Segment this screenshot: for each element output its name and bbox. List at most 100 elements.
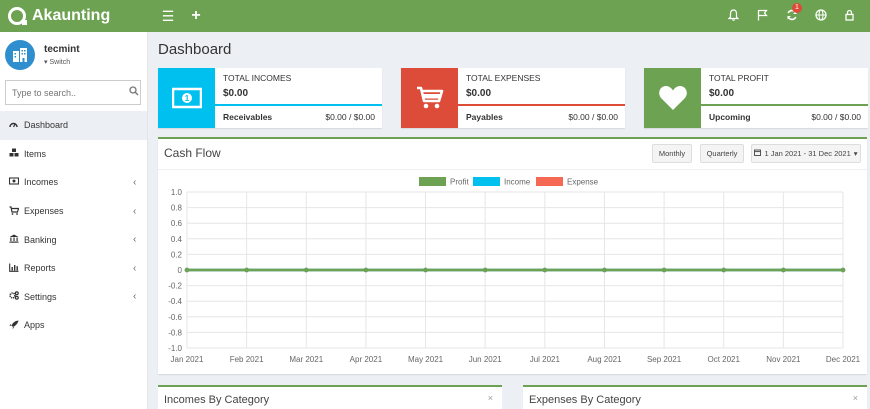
user-panel: tecmint ▾ Switch: [0, 32, 147, 78]
legend-swatch: [473, 177, 500, 186]
y-tick-label: 0.4: [171, 235, 183, 244]
company-avatar[interactable]: [5, 40, 35, 70]
x-tick-label: Apr 2021: [350, 355, 383, 364]
close-icon[interactable]: ×: [852, 393, 858, 403]
sidebar-item-label: Incomes: [24, 177, 59, 188]
expenses-by-category-box: Expenses By Category ×: [523, 385, 867, 409]
page-title: Dashboard: [158, 41, 232, 58]
box-divider: [158, 169, 867, 170]
info-value: $0.00: [466, 88, 492, 99]
box-title: Expenses By Category: [529, 394, 641, 406]
chevron-left-icon: ‹: [133, 234, 137, 246]
sidebar-item-label: Expenses: [24, 206, 64, 217]
x-tick-label: May 2021: [408, 355, 444, 364]
y-tick-label: 0: [178, 266, 183, 275]
sidebar-item-incomes[interactable]: Incomes ‹: [0, 168, 147, 197]
date-range-label: 1 Jan 2021 - 31 Dec 2021: [764, 149, 851, 158]
gears-icon: [9, 291, 24, 302]
menu-icon[interactable]: ☰: [161, 7, 175, 24]
y-tick-label: 1.0: [171, 188, 183, 197]
switch-company-link[interactable]: ▾ Switch: [44, 59, 71, 66]
data-point-profit: [781, 267, 786, 273]
x-tick-label: Nov 2021: [766, 355, 801, 364]
x-tick-label: Aug 2021: [587, 355, 622, 364]
legend-label: Income: [504, 178, 531, 187]
info-foot-value: $0.00 / $0.00: [325, 112, 375, 122]
bell-icon[interactable]: [719, 8, 748, 24]
sidebar-search: [5, 80, 141, 105]
info-box-expenses: TOTAL EXPENSES $0.00 Payables $0.00 / $0…: [401, 68, 625, 128]
data-point-profit: [661, 267, 667, 273]
money-icon: [8, 177, 24, 187]
data-point-profit: [184, 267, 190, 273]
search-input[interactable]: [12, 87, 129, 98]
svg-text:1: 1: [184, 94, 189, 103]
sidebar-item-items[interactable]: Items: [0, 140, 147, 169]
data-point-profit: [423, 267, 428, 273]
x-tick-label: Sep 2021: [647, 355, 682, 364]
info-divider: [701, 104, 868, 106]
x-tick-label: Jan 2021: [171, 355, 204, 364]
akaunting-logo-icon: [8, 7, 27, 25]
y-tick-label: 0.2: [171, 250, 183, 259]
info-box-incomes: 1 TOTAL INCOMES $0.00 Receivables $0.00 …: [158, 68, 382, 128]
top-navbar: Akaunting ☰ + 1: [0, 0, 870, 32]
refresh-icon[interactable]: 1: [777, 2, 806, 24]
sidebar-item-label: Reports: [24, 263, 56, 274]
sidebar: tecmint ▾ Switch DashboardItemsIncomes‹E…: [0, 32, 148, 409]
search-icon[interactable]: [129, 86, 139, 99]
info-label: TOTAL INCOMES: [223, 73, 292, 83]
info-value: $0.00: [709, 88, 735, 99]
sidebar-item-label: Items: [24, 148, 47, 159]
close-icon[interactable]: ×: [487, 393, 493, 403]
sidebar-item-expenses[interactable]: Expenses ‹: [0, 197, 147, 226]
switch-label: Switch: [49, 59, 71, 66]
date-range-button[interactable]: 1 Jan 2021 - 31 Dec 2021 ▾: [751, 144, 861, 163]
sidebar-item-settings[interactable]: Settings ‹: [0, 283, 147, 312]
main-content: Dashboard 1 TOTAL INCOMES $0.00 Receivab…: [148, 32, 870, 409]
sidebar-item-label: Dashboard: [24, 120, 69, 131]
chevron-left-icon: ‹: [133, 291, 137, 303]
cash-flow-chart: 1.0 0.8 0.6 0.4 0.2 0 -0.2 -0.4 -0.6 -0.8 -1.0 Jan …: [168, 177, 861, 364]
cash-flow-title: Cash Flow: [164, 146, 221, 160]
x-tick-label: Dec 2021: [826, 355, 861, 364]
data-point-profit: [840, 267, 846, 273]
sidebar-item-label: Banking: [24, 234, 57, 245]
sidebar-item-label: Apps: [24, 320, 45, 331]
sidebar-item-dashboard[interactable]: Dashboard: [0, 111, 147, 140]
quarterly-button[interactable]: Quarterly: [700, 144, 744, 163]
x-tick-label: Oct 2021: [707, 355, 740, 364]
caret-down-icon: ▾: [853, 149, 858, 158]
x-tick-label: Jul 2021: [530, 355, 561, 364]
data-point-profit: [303, 267, 309, 273]
info-box-profit: TOTAL PROFIT $0.00 Upcoming $0.00 / $0.0…: [644, 68, 868, 128]
legend-swatch: [536, 177, 563, 186]
y-tick-label: -0.8: [168, 328, 182, 337]
legend-label: Expense: [567, 178, 599, 187]
flag-icon[interactable]: [748, 9, 777, 24]
sidebar-item-banking[interactable]: Banking ‹: [0, 225, 147, 254]
incomes-by-category-box: Incomes By Category ×: [158, 385, 502, 409]
sidebar-item-reports[interactable]: Reports ‹: [0, 254, 147, 283]
info-label: TOTAL PROFIT: [709, 73, 769, 83]
y-tick-label: -1.0: [168, 344, 182, 353]
brand[interactable]: Akaunting: [0, 0, 148, 32]
money-icon: 1: [158, 68, 215, 128]
y-tick-label: 0.6: [171, 219, 183, 228]
info-divider: [458, 104, 625, 106]
y-tick-label: -0.4: [168, 297, 182, 306]
globe-icon[interactable]: [806, 8, 835, 24]
info-value: $0.00: [223, 88, 249, 99]
info-foot-name: Upcoming: [709, 112, 751, 122]
monthly-button[interactable]: Monthly: [652, 144, 692, 163]
user-icon[interactable]: [835, 9, 864, 24]
x-tick-label: Feb 2021: [230, 355, 264, 364]
box-title: Incomes By Category: [164, 394, 270, 406]
y-tick-label: 0.8: [171, 204, 183, 213]
cash-flow-box: Cash Flow Monthly Quarterly 1 Jan 2021 -…: [158, 137, 867, 374]
cubes-icon: [9, 148, 24, 159]
x-tick-label: Mar 2021: [289, 355, 323, 364]
plus-icon[interactable]: +: [191, 7, 201, 24]
sidebar-item-apps[interactable]: Apps: [0, 311, 147, 340]
info-divider: [215, 104, 382, 106]
